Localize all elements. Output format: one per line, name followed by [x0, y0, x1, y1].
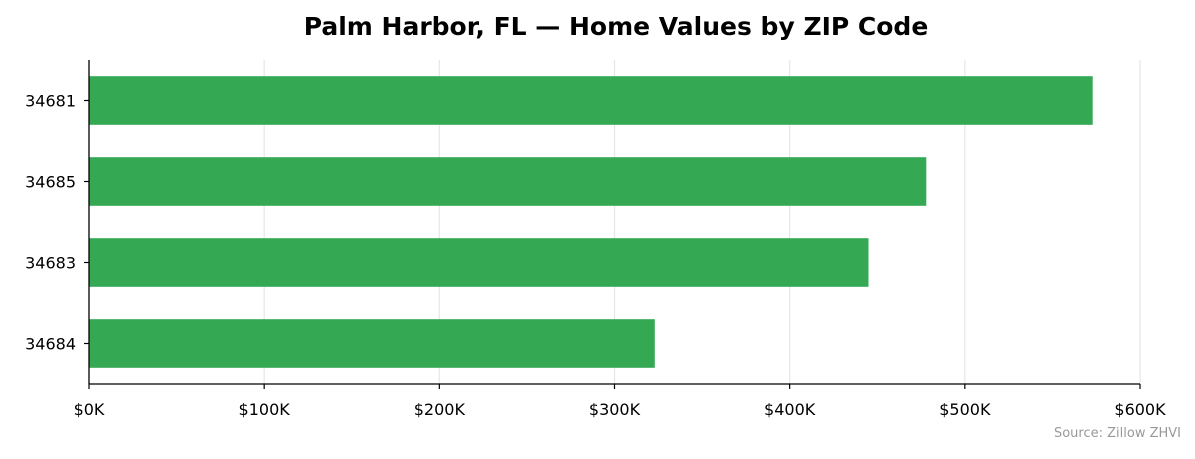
chart-title: Palm Harbor, FL — Home Values by ZIP Cod…: [304, 12, 929, 41]
bars: [89, 76, 1093, 368]
x-tick-label: $100K: [239, 400, 291, 419]
x-tick-label: $0K: [74, 400, 105, 419]
y-tick-label: 34684: [25, 335, 76, 354]
source-note: Source: Zillow ZHVI: [1054, 426, 1181, 441]
x-tick-label: $500K: [939, 400, 991, 419]
tick-labels: 34681 34685 34683 34684 $0K $100K $200K $300K $4…: [25, 92, 1166, 420]
bar-34683: [89, 238, 869, 287]
y-tick-label: 34685: [25, 173, 76, 192]
y-tick-label: 34681: [25, 92, 76, 111]
y-tick-label: 34683: [25, 254, 76, 273]
x-tick-label: $200K: [414, 400, 466, 419]
x-tick-label: $300K: [589, 400, 641, 419]
bar-34684: [89, 319, 655, 368]
x-tick-label: $400K: [764, 400, 816, 419]
x-tick-label: $600K: [1114, 400, 1166, 419]
bar-34681: [89, 76, 1093, 125]
axes: [84, 60, 1141, 389]
bar-34685: [89, 157, 927, 206]
